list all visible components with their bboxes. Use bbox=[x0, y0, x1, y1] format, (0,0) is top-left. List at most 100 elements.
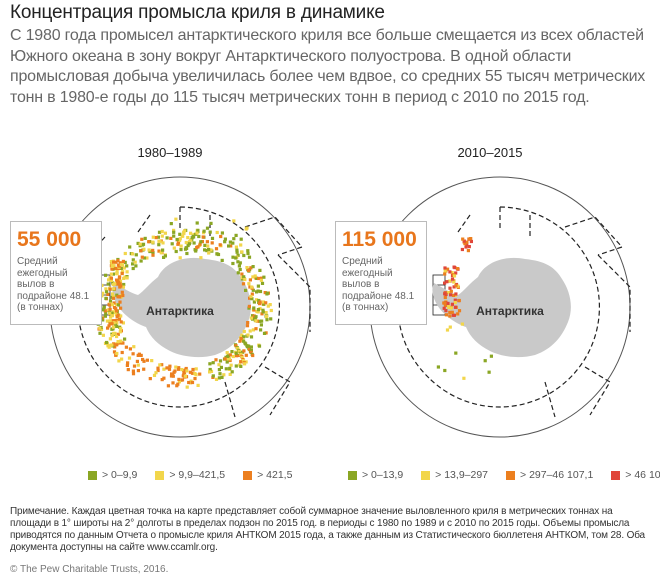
catch-dot bbox=[111, 282, 115, 287]
catch-dot bbox=[242, 339, 246, 343]
catch-dot bbox=[450, 302, 454, 306]
catch-dot bbox=[259, 276, 263, 280]
catch-dot bbox=[232, 219, 236, 223]
catch-dot bbox=[180, 378, 185, 382]
catch-dot bbox=[228, 358, 232, 363]
catch-dot bbox=[111, 272, 115, 276]
legend-swatch bbox=[348, 470, 357, 480]
catch-dot bbox=[255, 276, 259, 280]
catch-dot bbox=[107, 278, 111, 282]
catch-dot bbox=[208, 230, 212, 234]
catch-dot bbox=[159, 251, 163, 255]
catch-dot bbox=[169, 374, 174, 378]
catch-dot bbox=[223, 240, 227, 244]
catch-dot bbox=[224, 367, 228, 371]
catch-dot bbox=[181, 234, 185, 238]
continent-label: Антарктика bbox=[146, 304, 214, 318]
catch-dot bbox=[120, 271, 124, 276]
catch-dot bbox=[185, 385, 189, 389]
catch-dot bbox=[242, 275, 246, 279]
catch-dot bbox=[125, 276, 129, 280]
catch-dot bbox=[449, 289, 453, 293]
catch-dot bbox=[225, 357, 230, 361]
catch-dot bbox=[450, 277, 455, 281]
catch-dot bbox=[119, 266, 123, 270]
catch-dot bbox=[174, 217, 178, 221]
catch-dot bbox=[104, 296, 108, 300]
catch-dot bbox=[203, 248, 207, 252]
catch-dot bbox=[136, 363, 140, 367]
catch-dot bbox=[133, 260, 137, 264]
catch-dot bbox=[202, 229, 206, 233]
catch-dot bbox=[120, 341, 124, 345]
catch-dot bbox=[106, 292, 110, 296]
catch-dot bbox=[117, 276, 121, 280]
catch-dot bbox=[242, 329, 246, 334]
catch-dot bbox=[109, 276, 113, 280]
legend-2010: > 0–13,9 > 13,9–297 > 297–46 107,1 > 46 107… bbox=[348, 469, 660, 481]
catch-dot bbox=[217, 376, 221, 380]
catch-dot bbox=[112, 321, 116, 325]
catch-dot bbox=[450, 271, 454, 275]
catch-dot bbox=[240, 333, 244, 337]
catch-dot bbox=[249, 266, 253, 270]
legend-swatch bbox=[421, 470, 431, 480]
catch-dot bbox=[112, 350, 117, 354]
catch-dot bbox=[254, 298, 259, 302]
catch-dot bbox=[456, 284, 460, 288]
catch-dot bbox=[220, 375, 224, 379]
catch-dot bbox=[243, 277, 247, 282]
catch-dot bbox=[160, 229, 164, 234]
catch-dot bbox=[487, 370, 491, 374]
catch-dot bbox=[231, 354, 235, 359]
catch-dot bbox=[108, 299, 113, 303]
catch-dot bbox=[172, 246, 176, 250]
catch-dot bbox=[247, 304, 251, 308]
catch-dot bbox=[443, 269, 447, 273]
catch-dot bbox=[141, 242, 146, 246]
catch-dot bbox=[116, 340, 120, 344]
catch-dot bbox=[261, 300, 265, 304]
catch-dot bbox=[172, 228, 176, 232]
catch-dot bbox=[245, 266, 249, 270]
catch-dot bbox=[238, 339, 242, 343]
page-title: Концентрация промысла криля в динамике bbox=[10, 2, 385, 23]
catch-dot bbox=[254, 319, 258, 323]
catch-dot bbox=[151, 240, 155, 244]
catch-dot bbox=[123, 260, 127, 264]
catch-dot bbox=[261, 310, 265, 314]
catch-dot bbox=[210, 236, 215, 240]
catch-dot bbox=[111, 292, 115, 296]
catch-dot bbox=[196, 228, 200, 232]
catch-dot bbox=[162, 367, 166, 371]
catch-dot bbox=[188, 381, 193, 385]
antarctica-continent bbox=[432, 257, 571, 358]
catch-dot bbox=[469, 237, 473, 241]
catch-dot bbox=[205, 226, 210, 230]
catch-dot bbox=[193, 372, 197, 376]
catch-dot bbox=[160, 234, 164, 238]
catch-dot bbox=[122, 266, 126, 270]
catch-dot bbox=[105, 319, 109, 323]
catch-dot bbox=[157, 230, 162, 234]
catch-dot bbox=[195, 231, 199, 235]
catch-dot bbox=[258, 268, 262, 272]
catch-callout-2010: 115 000 Средний ежегодный вылов в подрай… bbox=[335, 221, 427, 325]
legend-label: > 0–9,9 bbox=[102, 469, 138, 481]
catch-dot bbox=[249, 335, 254, 339]
catch-dot bbox=[251, 275, 255, 279]
catch-dot bbox=[174, 365, 178, 369]
catch-dot bbox=[120, 290, 124, 294]
catch-dot bbox=[462, 239, 466, 243]
catch-dot bbox=[163, 254, 167, 258]
catch-dot bbox=[194, 249, 198, 253]
catch-dot bbox=[228, 366, 232, 370]
catch-dot bbox=[110, 264, 114, 268]
catch-dot bbox=[262, 331, 267, 335]
catch-dot bbox=[256, 284, 260, 288]
catch-dot bbox=[150, 359, 154, 363]
catch-dot bbox=[141, 357, 145, 362]
catch-dot bbox=[249, 345, 253, 349]
catch-dot bbox=[118, 279, 123, 283]
catch-dot bbox=[244, 342, 248, 346]
